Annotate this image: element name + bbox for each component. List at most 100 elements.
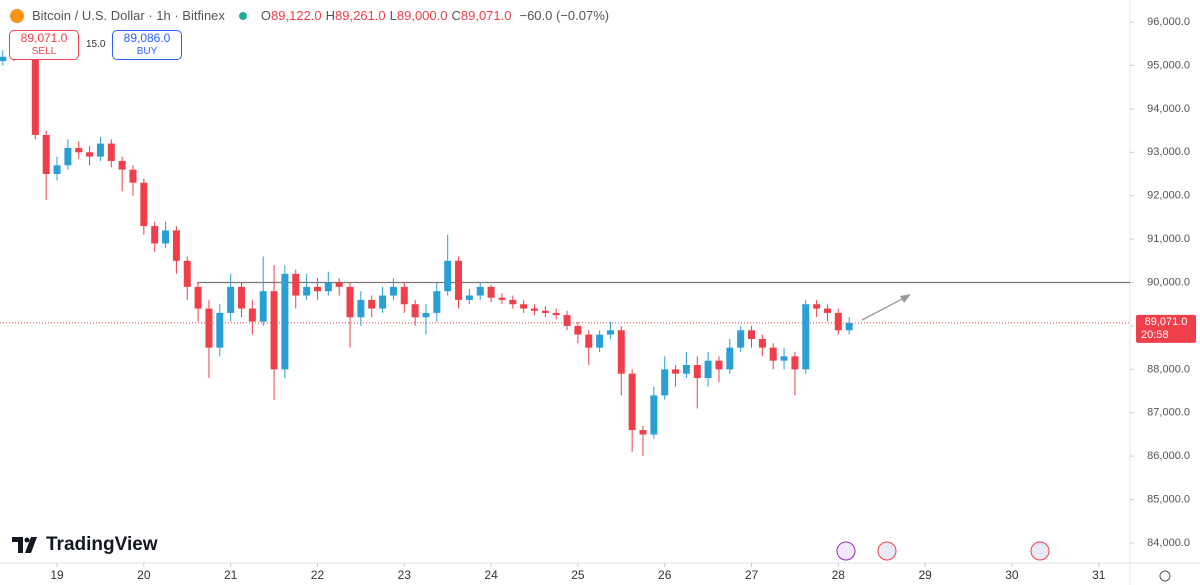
candle-body [64,147,72,166]
candle-body [823,308,831,313]
candle-body [53,165,61,174]
candle-body [704,360,712,379]
candle-body [834,312,842,331]
candle-body [574,325,582,335]
x-tick-label: 20 [137,568,151,582]
candle-body [465,295,473,300]
candle-body [140,182,148,227]
countdown: 20:58 [1141,329,1169,341]
candle-body [259,291,267,322]
candle-body [433,291,441,313]
x-tick-label: 27 [745,568,759,582]
x-tick-label: 26 [658,568,672,582]
spread: 15.0 [86,39,106,50]
candle-body [107,143,115,161]
brand-name: TradingView [46,534,158,555]
candle-body [368,299,376,309]
x-tick-label: 29 [918,568,932,582]
candle-body [194,286,202,309]
last-price-box [1136,314,1196,343]
ohlc-legend: O89,122.0 H89,261.0 L89,000.0 C89,071.0 [257,8,512,23]
candle-body [422,312,430,318]
candle-body [335,282,343,287]
candle-body [227,286,235,313]
ohlc-key: H [325,8,336,23]
ohlc-key: O [260,8,272,23]
ohlc-value: 89,122.0 [271,8,322,23]
candle-body [303,286,311,296]
candle-body [238,286,246,309]
candle-body [205,308,213,348]
candle-body [281,273,289,370]
y-tick-label: 90,000.0 [1147,276,1190,288]
buy-button[interactable]: 89,086.0 BUY [112,30,182,60]
sell-price: 89,071.0 [20,31,68,45]
candle-body [813,304,821,309]
event-icons [836,541,1171,582]
candle-body [672,369,680,374]
y-tick-label: 88,000.0 [1147,363,1190,375]
candle-body [541,310,549,313]
candle-body [552,312,560,316]
candle-body [520,304,528,309]
candle-body [758,338,766,348]
candle-body [172,230,180,261]
sell-label: SELL [31,46,57,57]
candle-body [455,260,463,300]
candle-body [411,304,419,318]
candle-body [682,365,690,374]
y-tick-label: 92,000.0 [1147,190,1190,202]
candle-body [75,147,83,153]
candle-body [270,291,278,370]
brand-logo [12,537,37,553]
x-tick-label: 22 [311,568,325,582]
brand: TradingView [12,534,158,556]
x-tick-label: 31 [1092,568,1106,582]
candle-body [650,395,658,435]
ohlc-key: C [451,8,461,23]
candle-body [726,347,734,370]
candle-body [639,430,647,435]
candle-body [444,260,452,292]
y-tick-label: 93,000.0 [1147,146,1190,158]
candle-body [248,308,256,322]
candle-body [617,330,625,374]
candle-body [596,334,604,348]
candle-body [802,304,810,370]
candle-body [313,286,321,292]
ohlc-value: 89,000.0 [396,8,448,23]
sell-button[interactable]: 89,071.0 SELL [9,30,79,60]
symbol-title: Bitcoin / U.S. Dollar · 1h · Bitfinex [32,8,225,23]
candle-body [585,334,593,348]
candle-body [42,134,50,174]
candle-body [628,373,636,431]
y-tick-label: 96,000.0 [1147,16,1190,28]
candle-body [86,152,94,157]
candle-body [563,315,571,326]
x-tick-label: 28 [832,568,846,582]
last-price-label: 89,071.0 [1145,316,1188,328]
candle-body [476,286,484,296]
candle-body [346,286,354,318]
candle-body [400,286,408,305]
candle-body [31,52,39,135]
candle-body [498,297,506,300]
candle-body [606,330,614,335]
x-tick-label: 24 [484,568,498,582]
candle-body [737,330,745,348]
x-tick-label: 19 [50,568,64,582]
status-dot [238,11,247,20]
x-tick-label: 25 [571,568,585,582]
candle-body [389,286,397,296]
candle-body [324,282,332,292]
candles [0,45,853,457]
candle-body [129,169,137,183]
ohlc-key: L [389,8,397,23]
candle-body [96,143,104,157]
y-tick-label: 86,000.0 [1147,450,1190,462]
candle-body [769,347,777,361]
x-tick-label: 23 [398,568,412,582]
candle-body [487,286,495,298]
